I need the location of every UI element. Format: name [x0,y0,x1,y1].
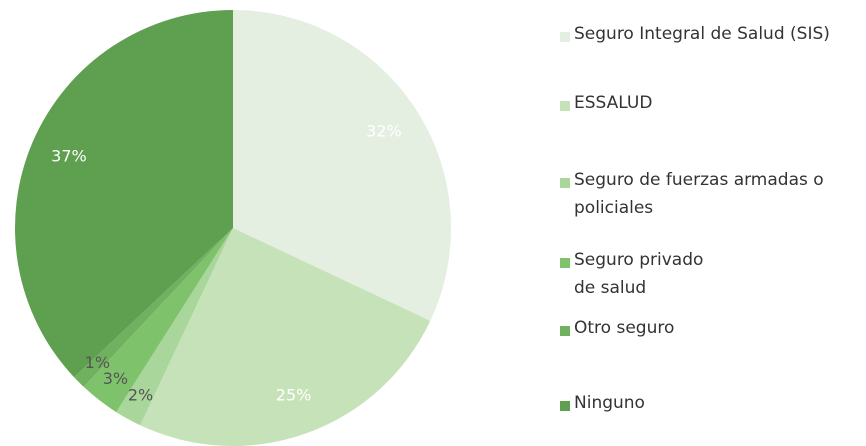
legend-swatch [560,32,570,42]
pie-slice [15,10,234,378]
pie-slice [233,10,451,321]
pie-slice [83,228,233,413]
legend-swatch [560,401,570,411]
legend-item: Seguro privado de salud [560,250,703,302]
legend-item: Ninguno [560,393,645,417]
pie-slice [116,228,233,426]
data-label: 2% [128,386,153,405]
data-label: 32% [366,122,402,141]
legend-swatch [560,178,570,188]
legend-swatch [560,258,570,268]
legend-label: Otro seguro [574,318,675,338]
pie-slice [74,228,233,387]
legend: Seguro Integral de Salud (SIS) ESSALUD Seg… [560,0,866,446]
data-label: 1% [85,353,110,372]
legend-item: Otro seguro [560,318,674,342]
data-label: 25% [276,386,312,405]
legend-label: ESSALUD [574,93,653,113]
legend-item: ESSALUD [560,93,652,117]
legend-swatch [560,326,570,336]
legend-label: Ninguno [574,393,645,413]
legend-label: Seguro privado de salud [574,250,704,298]
data-label: 3% [103,369,128,388]
legend-item: Seguro Integral de Salud (SIS) [560,24,830,48]
legend-label: Seguro de fuerzas armadas o policiales [574,170,824,218]
pie-slice [140,228,431,446]
legend-item: Seguro de fuerzas armadas o policiales [560,170,824,222]
pie-area: 32% 25% 2%3%1% 37% [15,10,451,446]
data-label: 37% [51,147,87,166]
legend-swatch [560,101,570,111]
legend-label: Seguro Integral de Salud (SIS) [574,24,830,44]
